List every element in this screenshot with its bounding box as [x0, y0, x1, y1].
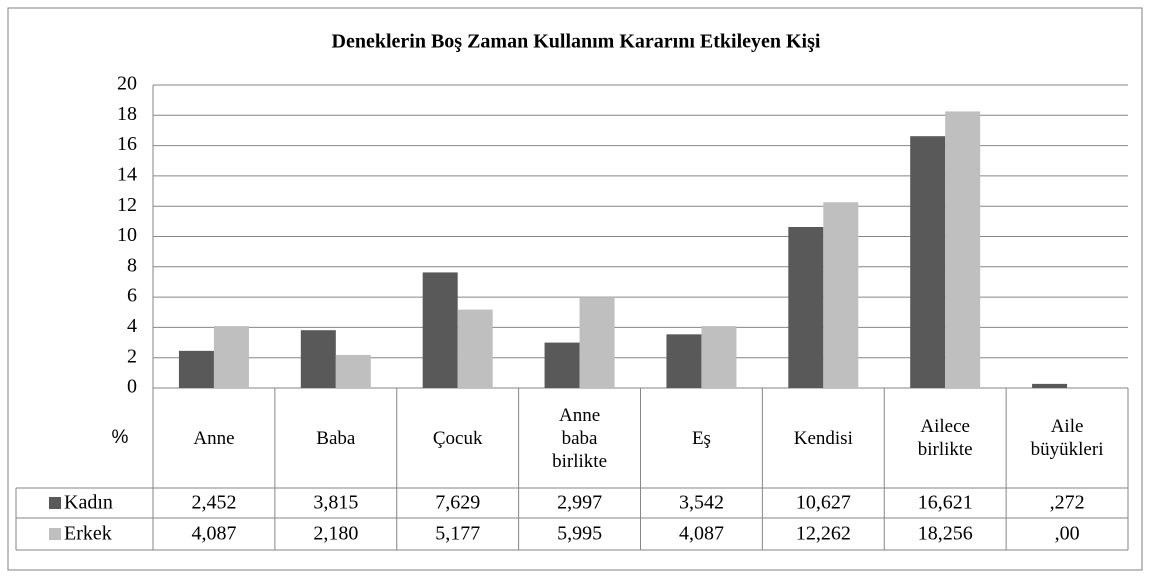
chart-title: Deneklerin Boş Zaman Kullanım Kararını E…	[332, 31, 821, 53]
bar	[823, 202, 859, 388]
bar	[1032, 383, 1068, 388]
category-text: Kendisi	[793, 427, 853, 449]
category-text: Çocuk	[432, 427, 483, 449]
y-tick-label: 6	[127, 285, 137, 307]
table-value: 4,087	[191, 523, 236, 545]
bar	[666, 334, 702, 388]
category-text: Eş	[691, 427, 711, 449]
y-tick-label: 10	[117, 224, 137, 246]
bar	[910, 136, 946, 388]
table-value: 5,177	[435, 523, 480, 545]
legend-label: Erkek	[64, 523, 112, 545]
table-value: 2,452	[191, 492, 236, 514]
bar	[457, 309, 493, 388]
table-value: 5,995	[557, 523, 602, 545]
category-label: Ailece birlikte	[884, 388, 1006, 488]
bar	[579, 297, 615, 388]
table-value: 16,621	[918, 492, 973, 514]
category-label: Kendisi	[762, 388, 884, 488]
table-value: ,272	[1050, 492, 1085, 514]
table-value: ,00	[1055, 523, 1080, 545]
table-value: 12,262	[796, 523, 851, 545]
y-tick-label: 4	[127, 315, 137, 337]
legend-swatch	[49, 497, 61, 509]
y-tick-label: 16	[117, 133, 137, 155]
bar	[945, 111, 981, 388]
category-text: Aile büyükleri	[1030, 416, 1104, 460]
table-value: 3,815	[313, 492, 358, 514]
bar	[701, 326, 737, 388]
category-label: Çocuk	[397, 388, 519, 488]
table-value: 2,180	[313, 523, 358, 545]
table-header: %	[112, 427, 129, 448]
y-tick-label: 14	[117, 163, 137, 185]
y-tick-label: 2	[127, 345, 137, 367]
y-tick-label: 20	[117, 73, 137, 95]
bar	[300, 330, 336, 388]
category-text: Baba	[316, 427, 356, 449]
category-text: Ailece birlikte	[917, 416, 973, 460]
category-label: Eş	[641, 388, 763, 488]
bar	[422, 272, 458, 388]
table-value: 3,542	[679, 492, 724, 514]
y-tick-label: 18	[117, 103, 137, 125]
bar	[335, 354, 371, 388]
legend-label: Kadın	[64, 492, 113, 514]
table-value: 18,256	[918, 523, 973, 545]
category-text: Anne	[193, 427, 235, 449]
category-label: Aile büyükleri	[1006, 388, 1128, 488]
legend-swatch	[49, 528, 61, 540]
y-tick-label: 8	[127, 254, 137, 276]
bar	[788, 227, 824, 388]
table-value: 2,997	[557, 492, 602, 514]
bar	[544, 342, 580, 388]
y-tick-label: 12	[117, 194, 137, 216]
table-value: 4,087	[679, 523, 724, 545]
category-label: Anne baba birlikte	[519, 388, 641, 488]
bar	[178, 350, 214, 388]
table-value: 10,627	[796, 492, 851, 514]
category-text: Anne baba birlikte	[552, 404, 608, 472]
category-label: Baba	[275, 388, 397, 488]
table-value: 7,629	[435, 492, 480, 514]
bar	[213, 326, 249, 388]
y-tick-label: 0	[127, 376, 137, 398]
category-label: Anne	[153, 388, 275, 488]
